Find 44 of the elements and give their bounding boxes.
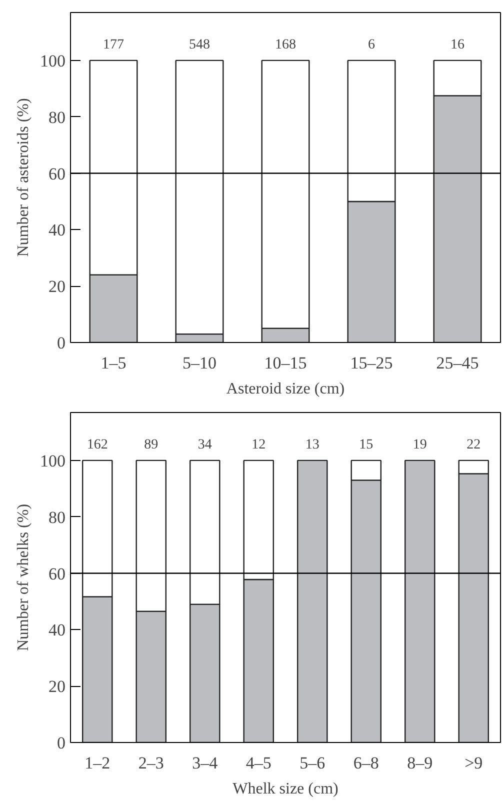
x-tick-label: 6–8 bbox=[353, 754, 379, 772]
x-tick-label: 5–6 bbox=[300, 754, 326, 772]
x-tick-label: 4–5 bbox=[246, 754, 272, 772]
annotation: 19 bbox=[412, 437, 427, 452]
bar bbox=[404, 460, 436, 742]
x-tick-label: 1–5 bbox=[100, 354, 126, 372]
bar bbox=[296, 460, 328, 742]
annotation: 15 bbox=[359, 437, 374, 452]
annotation: 22 bbox=[466, 437, 481, 452]
y-tick-label: 20 bbox=[48, 677, 66, 696]
x-axis-title: Whelk size (cm) bbox=[232, 780, 338, 798]
x-tick-label: 2–3 bbox=[138, 754, 164, 772]
x-tick-label: 8–9 bbox=[407, 754, 433, 772]
y-tick-label: 60 bbox=[48, 164, 66, 184]
annotation: 6 bbox=[368, 37, 375, 52]
annotation: 177 bbox=[103, 37, 124, 52]
y-tick-label: 80 bbox=[48, 508, 66, 527]
annotation: 16 bbox=[450, 37, 464, 52]
x-tick-label: 3–4 bbox=[192, 754, 218, 772]
annotation: 162 bbox=[86, 437, 108, 452]
annotation: 548 bbox=[189, 37, 210, 52]
x-tick-label: >9 bbox=[464, 754, 483, 772]
x-tick-label: 10–15 bbox=[264, 354, 307, 372]
y-axis-title: Number of asteroids (%) bbox=[15, 98, 32, 257]
x-tick-label: 1–2 bbox=[84, 754, 110, 772]
y-tick-label: 20 bbox=[48, 277, 66, 296]
y-tick-label: 40 bbox=[48, 220, 66, 240]
y-tick-label: 80 bbox=[48, 108, 66, 127]
x-tick-label: 5–10 bbox=[182, 354, 216, 372]
y-tick-label: 100 bbox=[40, 451, 66, 470]
annotation: 13 bbox=[305, 437, 320, 452]
y-tick-label: 0 bbox=[57, 334, 66, 352]
x-axis-title: Asteroid size (cm) bbox=[226, 380, 345, 398]
annotation: 12 bbox=[252, 437, 266, 452]
y-tick-label: 60 bbox=[48, 564, 66, 584]
y-tick-label: 100 bbox=[40, 51, 66, 70]
annotation: 34 bbox=[198, 437, 212, 452]
y-axis-title: Number of whelks (%) bbox=[15, 504, 32, 652]
x-tick-label: 25–45 bbox=[436, 354, 479, 372]
y-tick-label: 0 bbox=[57, 734, 66, 752]
x-tick-label: 15–25 bbox=[350, 354, 393, 372]
y-tick-label: 40 bbox=[48, 620, 66, 640]
annotation: 168 bbox=[275, 37, 296, 52]
annotation: 89 bbox=[144, 437, 158, 452]
